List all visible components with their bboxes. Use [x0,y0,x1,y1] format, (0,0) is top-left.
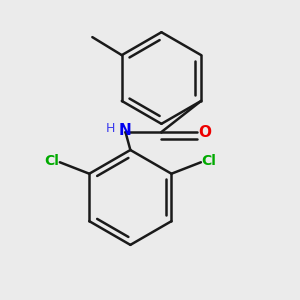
Text: N: N [119,123,132,138]
Text: O: O [198,124,211,140]
Text: Cl: Cl [44,154,59,168]
Text: H: H [105,122,115,135]
Text: Cl: Cl [202,154,217,168]
